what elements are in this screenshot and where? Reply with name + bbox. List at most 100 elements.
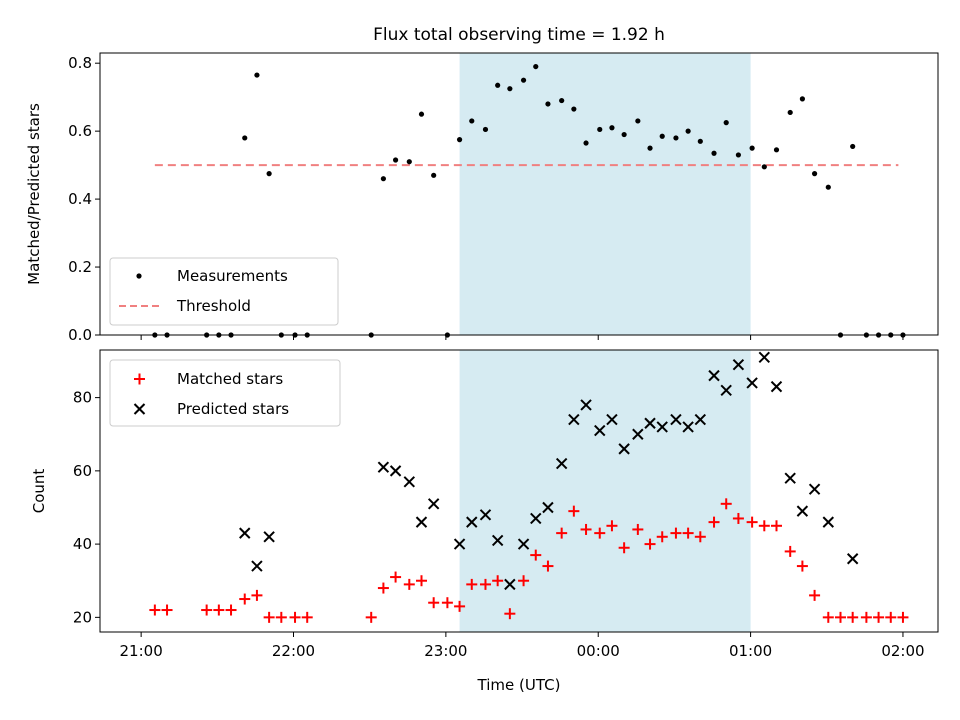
matched-stars-point — [746, 516, 758, 528]
measurements-point — [469, 118, 475, 124]
matched-stars-point — [390, 571, 402, 583]
matched-stars-point — [504, 608, 516, 620]
measurements-point — [242, 135, 248, 141]
matched-stars-point — [897, 611, 909, 623]
measurements-point — [418, 111, 425, 117]
bottom-x-tick-label: 21:00 — [120, 642, 163, 660]
matched-stars-point — [758, 520, 770, 532]
measurements-point — [482, 126, 489, 133]
measurements-point — [787, 109, 793, 116]
measurements-point — [735, 152, 742, 158]
bottom-shaded-region — [459, 350, 751, 632]
measurements-point — [673, 135, 679, 141]
measurements-point — [583, 140, 589, 146]
top-y-tick-label: 0.8 — [68, 54, 92, 72]
bottom-x-tick-label: 22:00 — [272, 642, 315, 660]
predicted-stars-point — [555, 457, 568, 470]
predicted-stars-point — [466, 516, 478, 528]
matched-stars-point — [428, 597, 440, 609]
measurements-point — [431, 172, 437, 178]
matched-stars-point — [568, 505, 580, 517]
bottom-x-tick-label: 23:00 — [424, 642, 467, 660]
predicted-stars-legend-marker — [133, 403, 146, 415]
predicted-stars-point — [377, 461, 390, 473]
measurements-point — [380, 176, 386, 182]
measurements-point — [635, 118, 641, 124]
top-y-axis-label: Matched/Predicted stars — [25, 103, 43, 285]
matched-stars-point — [618, 542, 630, 554]
matched-stars-point — [632, 523, 644, 535]
matched-stars-point — [251, 589, 263, 601]
measurements-point — [659, 133, 665, 139]
measurements-point — [533, 63, 539, 70]
top-legend-box — [109, 257, 339, 326]
bottom-y-axis: 20 40 60 80 — [73, 389, 100, 626]
predicted-stars-point — [568, 413, 580, 426]
matched-stars-point — [656, 531, 668, 543]
bottom-legend-box — [109, 359, 341, 427]
matched-stars-point — [770, 520, 782, 532]
bottom-y-axis-label: Count — [30, 469, 48, 514]
predicted-stars-point — [770, 380, 783, 393]
matched-stars-point — [239, 593, 251, 605]
measurements-legend-label: Measurements — [177, 267, 288, 285]
measurements-point — [811, 171, 818, 177]
predicted-stars-point — [263, 531, 275, 543]
matched-stars-point — [466, 578, 478, 590]
top-axes-frame — [99, 52, 939, 336]
measurements-point — [609, 125, 615, 131]
predicted-stars-point — [415, 516, 428, 528]
measurements-point — [545, 101, 551, 107]
matched-stars-point — [275, 611, 287, 623]
bottom-y-tick-label: 20 — [73, 608, 92, 626]
matched-stars-point — [682, 527, 694, 539]
predicted-stars-point — [239, 527, 251, 539]
matched-stars-point — [301, 611, 313, 623]
predicted-stars-point — [491, 534, 504, 547]
bottom-x-axis: 21:00 22:00 23:00 00:00 01:00 02:00 — [120, 632, 925, 660]
measurements-point — [520, 77, 527, 83]
matched-stars-legend-label: Matched stars — [177, 370, 283, 388]
bottom-y-tick-label: 80 — [73, 389, 92, 407]
measurements-point — [773, 147, 780, 153]
top-legend: Measurements Threshold — [109, 257, 339, 326]
predicted-stars-point — [251, 560, 263, 572]
measurements-point — [495, 82, 501, 88]
measurements-point — [507, 86, 513, 92]
matched-stars-point — [492, 575, 504, 587]
matched-stars-point — [225, 604, 237, 616]
matched-stars-point — [441, 597, 453, 609]
matched-stars-point — [454, 600, 466, 612]
matched-stars-point — [720, 498, 732, 510]
top-x-axis — [140, 335, 904, 340]
matched-stars-point — [365, 611, 377, 623]
predicted-stars-point — [708, 369, 720, 382]
top-y-tick-label: 0.0 — [68, 326, 92, 344]
bottom-x-axis-label: Time (UTC) — [477, 676, 561, 694]
matched-stars-point — [149, 604, 161, 616]
predicted-stars-point — [694, 413, 707, 426]
matched-stars-point — [834, 611, 846, 623]
predicted-stars-point — [517, 538, 530, 550]
measurements-point — [723, 120, 729, 126]
predicted-stars-point — [504, 578, 516, 591]
matched-stars-point — [606, 520, 618, 532]
measurements-point — [392, 157, 399, 163]
bottom-x-tick-label: 00:00 — [577, 642, 620, 660]
measurements-point — [571, 106, 577, 112]
bottom-y-tick-label: 40 — [73, 535, 92, 553]
matched-stars-point — [542, 560, 554, 572]
matched-stars-point — [670, 527, 682, 539]
measurements-point — [597, 126, 603, 133]
predicted-stars-point — [746, 377, 758, 389]
predicted-stars-point — [644, 417, 656, 429]
top-chart-title: Flux total observing time = 1.92 h — [373, 25, 665, 45]
matched-stars-point — [694, 531, 706, 543]
measurements-point — [850, 143, 856, 150]
top-y-tick-label: 0.6 — [68, 122, 92, 140]
matched-stars-point — [809, 589, 821, 601]
matched-stars-point — [873, 611, 885, 623]
threshold-legend-label: Threshold — [176, 297, 251, 315]
matched-stars-point — [289, 611, 301, 623]
